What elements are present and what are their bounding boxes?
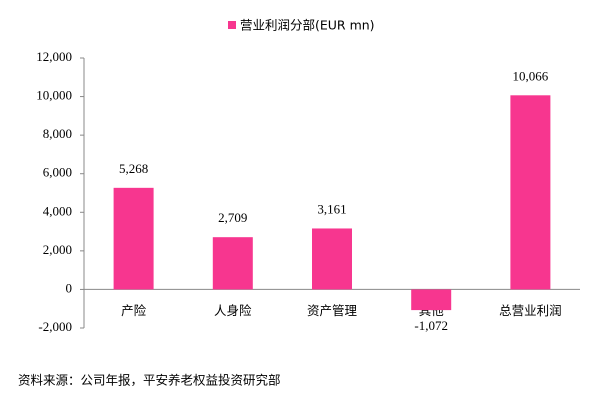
- y-tick-label: 12,000: [36, 49, 72, 64]
- bar: [312, 228, 352, 290]
- value-label: 3,161: [317, 201, 346, 216]
- value-label: 5,268: [119, 161, 148, 176]
- source-note: 资料来源：公司年报，平安养老权益投资研究部: [18, 373, 281, 388]
- x-tick-label: 资产管理: [307, 303, 358, 318]
- value-label: 2,709: [218, 210, 247, 225]
- y-tick-label: 10,000: [36, 88, 72, 103]
- y-tick-label: 8,000: [43, 126, 72, 141]
- value-label: 10,066: [513, 68, 549, 83]
- legend-label: 营业利润分部(EUR mn): [240, 18, 375, 33]
- bar: [510, 95, 551, 290]
- x-tick-label: 人身险: [214, 303, 252, 318]
- bar: [411, 289, 452, 311]
- x-tick-label: 总营业利润: [499, 303, 562, 318]
- legend-swatch: [228, 21, 236, 29]
- y-tick-label: 0: [66, 280, 73, 295]
- y-tick-label: 6,000: [43, 165, 72, 180]
- y-tick-label: 4,000: [43, 203, 72, 218]
- y-tick-label: -2,000: [38, 319, 72, 334]
- x-tick-label: 产险: [121, 303, 147, 318]
- y-tick-label: 2,000: [43, 242, 72, 257]
- bar: [113, 187, 154, 290]
- bar: [212, 237, 253, 290]
- value-label: -1,072: [414, 318, 448, 333]
